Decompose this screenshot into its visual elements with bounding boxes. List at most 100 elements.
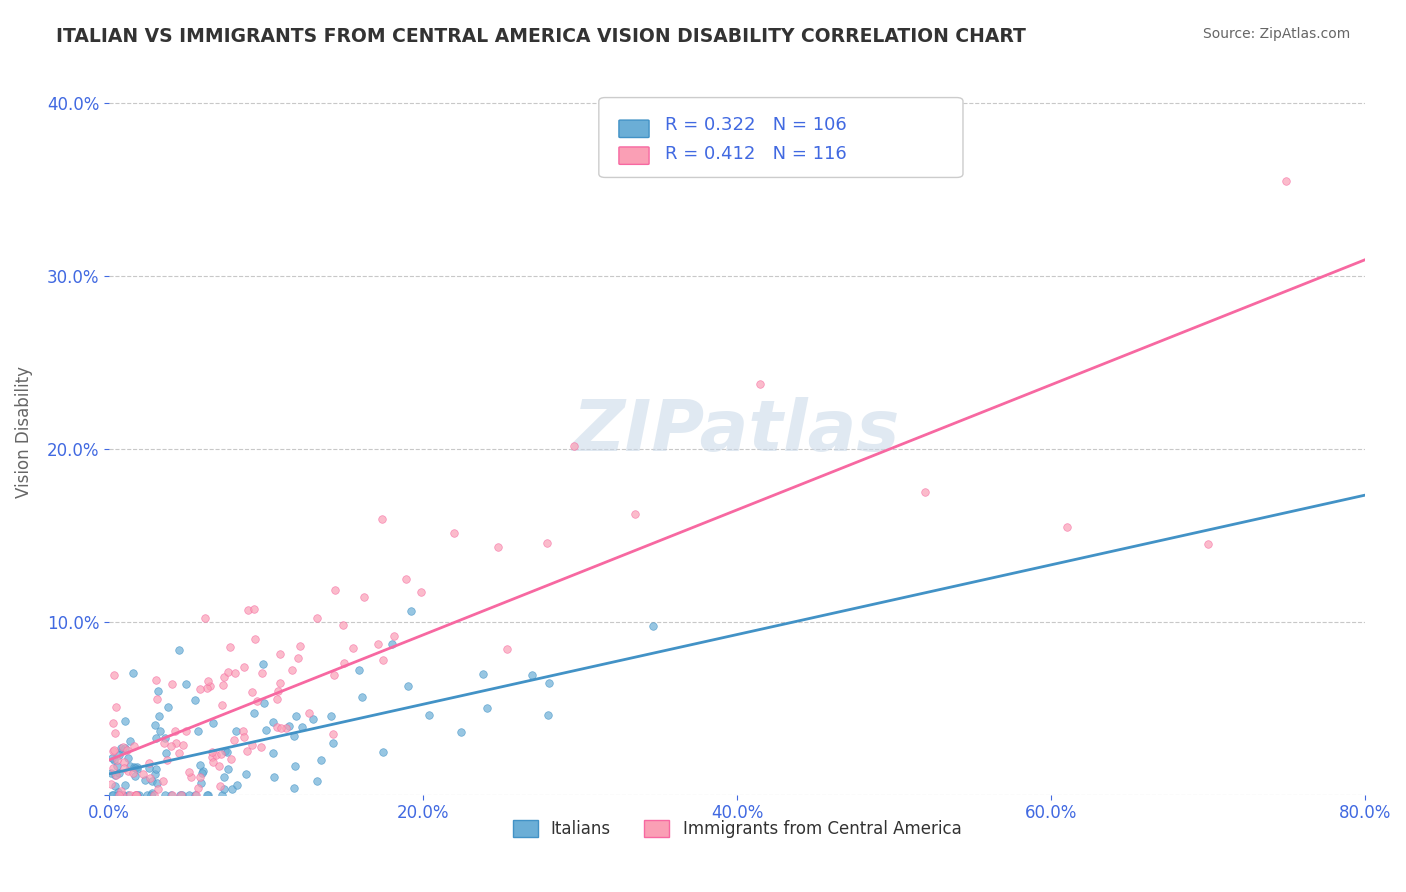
Immigrants from Central America bbox=[115, 743, 138, 757]
Italians bbox=[138, 760, 160, 774]
Italians bbox=[128, 788, 150, 802]
Italians bbox=[283, 781, 305, 796]
Immigrants from Central America bbox=[270, 722, 292, 736]
Italians bbox=[111, 743, 134, 757]
Italians bbox=[120, 759, 142, 773]
Immigrants from Central America bbox=[184, 788, 207, 802]
Italians bbox=[188, 758, 211, 772]
Immigrants from Central America bbox=[246, 694, 269, 708]
Italians bbox=[125, 788, 148, 802]
Immigrants from Central America bbox=[486, 540, 509, 554]
Y-axis label: Vision Disability: Vision Disability bbox=[15, 366, 32, 498]
Immigrants from Central America bbox=[156, 753, 179, 767]
Immigrants from Central America bbox=[409, 585, 432, 599]
Immigrants from Central America bbox=[101, 761, 124, 775]
Immigrants from Central America bbox=[266, 692, 288, 706]
Italians bbox=[107, 748, 129, 763]
FancyBboxPatch shape bbox=[599, 97, 963, 178]
Immigrants from Central America bbox=[224, 666, 246, 681]
Italians bbox=[104, 767, 127, 781]
Italians bbox=[145, 762, 167, 776]
Italians bbox=[110, 740, 132, 755]
Immigrants from Central America bbox=[222, 732, 245, 747]
Immigrants from Central America bbox=[288, 639, 311, 653]
Immigrants from Central America bbox=[322, 668, 344, 682]
Italians bbox=[291, 720, 314, 734]
Immigrants from Central America bbox=[333, 657, 356, 671]
Italians bbox=[141, 786, 163, 800]
Italians bbox=[100, 766, 122, 780]
Italians bbox=[183, 693, 205, 707]
Italians bbox=[114, 740, 136, 755]
Italians bbox=[254, 723, 277, 737]
Italians bbox=[191, 765, 214, 780]
Immigrants from Central America bbox=[236, 744, 259, 758]
Italians bbox=[450, 725, 472, 739]
Immigrants from Central America bbox=[139, 771, 162, 785]
Immigrants from Central America bbox=[148, 781, 170, 796]
Immigrants from Central America bbox=[266, 720, 288, 734]
Immigrants from Central America bbox=[212, 678, 235, 692]
Italians bbox=[215, 745, 238, 759]
Immigrants from Central America bbox=[103, 667, 125, 681]
Immigrants from Central America bbox=[165, 723, 187, 738]
Immigrants from Central America bbox=[124, 788, 146, 802]
Italians bbox=[179, 788, 201, 802]
Immigrants from Central America bbox=[179, 764, 201, 779]
Immigrants from Central America bbox=[1197, 537, 1219, 551]
Immigrants from Central America bbox=[212, 670, 235, 684]
Immigrants from Central America bbox=[250, 739, 273, 754]
Immigrants from Central America bbox=[125, 788, 148, 802]
Immigrants from Central America bbox=[287, 651, 309, 665]
Italians bbox=[195, 788, 218, 802]
Italians bbox=[114, 714, 136, 728]
Immigrants from Central America bbox=[217, 665, 239, 679]
Immigrants from Central America bbox=[142, 788, 165, 802]
Italians bbox=[135, 788, 157, 802]
Immigrants from Central America bbox=[536, 536, 558, 550]
Immigrants from Central America bbox=[117, 764, 139, 779]
Italians bbox=[170, 788, 193, 802]
Immigrants from Central America bbox=[233, 660, 256, 674]
Immigrants from Central America bbox=[276, 722, 298, 736]
Italians bbox=[155, 747, 177, 761]
Immigrants from Central America bbox=[132, 767, 155, 781]
Italians bbox=[221, 781, 243, 796]
Immigrants from Central America bbox=[125, 788, 148, 802]
Immigrants from Central America bbox=[281, 663, 304, 677]
Italians bbox=[101, 751, 124, 765]
Italians bbox=[418, 707, 440, 722]
Immigrants from Central America bbox=[232, 724, 254, 739]
Immigrants from Central America bbox=[122, 739, 145, 754]
Italians bbox=[322, 736, 344, 750]
Immigrants from Central America bbox=[188, 770, 211, 784]
Immigrants from Central America bbox=[373, 653, 395, 667]
Immigrants from Central America bbox=[103, 744, 125, 758]
Italians bbox=[191, 764, 214, 779]
Immigrants from Central America bbox=[165, 736, 187, 750]
Immigrants from Central America bbox=[208, 780, 231, 794]
Italians bbox=[184, 788, 207, 802]
Immigrants from Central America bbox=[101, 715, 124, 730]
Italians bbox=[319, 709, 342, 723]
Text: R = 0.322   N = 106: R = 0.322 N = 106 bbox=[665, 116, 848, 134]
Italians bbox=[148, 724, 170, 739]
Italians bbox=[120, 734, 142, 748]
Immigrants from Central America bbox=[160, 677, 183, 691]
Immigrants from Central America bbox=[197, 673, 219, 688]
Immigrants from Central America bbox=[243, 601, 266, 615]
Immigrants from Central America bbox=[201, 745, 224, 759]
Italians bbox=[121, 666, 143, 681]
Italians bbox=[145, 776, 167, 790]
Immigrants from Central America bbox=[188, 682, 211, 697]
Italians bbox=[153, 788, 176, 802]
Immigrants from Central America bbox=[240, 738, 263, 752]
Immigrants from Central America bbox=[187, 780, 209, 795]
Italians bbox=[399, 604, 422, 618]
Text: ITALIAN VS IMMIGRANTS FROM CENTRAL AMERICA VISION DISABILITY CORRELATION CHART: ITALIAN VS IMMIGRANTS FROM CENTRAL AMERI… bbox=[56, 27, 1026, 45]
Italians bbox=[100, 788, 122, 802]
Immigrants from Central America bbox=[298, 706, 321, 720]
Italians bbox=[139, 788, 162, 802]
Italians bbox=[145, 731, 167, 745]
Italians bbox=[235, 767, 257, 781]
